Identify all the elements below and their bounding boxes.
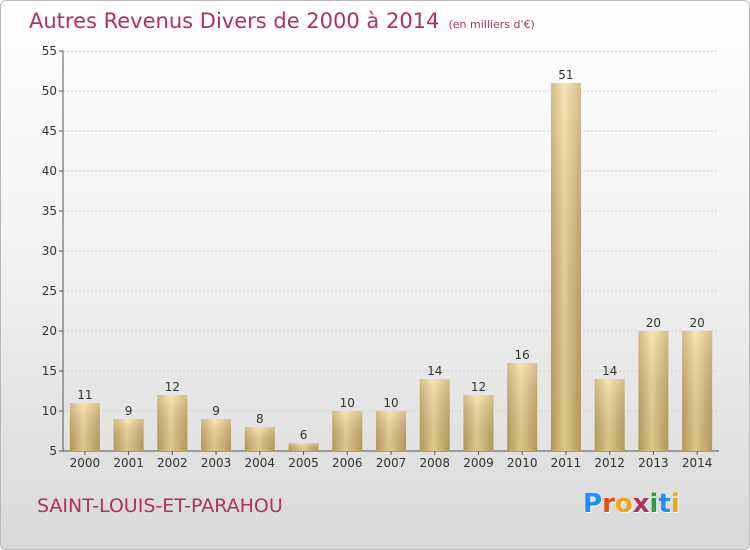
bar-shade xyxy=(157,395,188,451)
data-label: 14 xyxy=(427,364,442,378)
bar-shade xyxy=(376,411,406,451)
bar-shade xyxy=(550,83,581,451)
x-tick-label: 2002 xyxy=(157,456,188,470)
bar-shade xyxy=(201,419,232,451)
logo-letter: r xyxy=(602,489,615,519)
y-tick-label: 15 xyxy=(42,364,57,378)
data-label: 11 xyxy=(77,388,92,402)
data-label: 14 xyxy=(602,364,617,378)
logo-letter: i xyxy=(649,489,659,519)
x-tick-label: 2012 xyxy=(594,456,625,470)
bar-shade xyxy=(594,379,625,451)
y-tick-label: 35 xyxy=(42,204,57,218)
data-label: 20 xyxy=(689,316,704,330)
data-label: 12 xyxy=(165,380,180,394)
bar-shade xyxy=(463,395,494,451)
x-tick-label: 2009 xyxy=(463,456,494,470)
data-label: 16 xyxy=(515,348,530,362)
y-tick-label: 30 xyxy=(42,244,57,258)
logo-letter: P xyxy=(583,489,603,519)
data-label: 6 xyxy=(300,428,308,442)
y-tick-label: 25 xyxy=(42,284,57,298)
y-tick-label: 45 xyxy=(42,124,57,138)
bar-shade xyxy=(69,403,100,451)
x-tick-label: 2007 xyxy=(376,456,407,470)
data-label: 8 xyxy=(256,412,264,426)
chart-title-block: Autres Revenus Divers de 2000 à 2014 (en… xyxy=(29,9,535,33)
data-label: 9 xyxy=(125,404,133,418)
data-label: 12 xyxy=(471,380,486,394)
logo-letter: i xyxy=(670,489,680,519)
bar-shade xyxy=(419,379,450,451)
data-label: 20 xyxy=(646,316,661,330)
x-tick-label: 2006 xyxy=(332,456,363,470)
y-tick-label: 55 xyxy=(42,44,57,58)
data-label: 9 xyxy=(212,404,220,418)
bar-shade xyxy=(507,363,538,451)
y-tick-label: 10 xyxy=(42,404,57,418)
bar-shade xyxy=(113,419,144,451)
x-tick-label: 2010 xyxy=(507,456,538,470)
x-tick-label: 2008 xyxy=(419,456,450,470)
x-tick-label: 2005 xyxy=(288,456,319,470)
data-label: 10 xyxy=(383,396,398,410)
logo-letter: o xyxy=(614,489,633,519)
bar-shade xyxy=(638,331,669,451)
bar-shade xyxy=(288,443,319,451)
logo-letter: t xyxy=(658,489,671,519)
proxiti-logo[interactable]: Proxiti xyxy=(583,489,680,519)
bar-shade xyxy=(682,331,713,451)
data-label: 51 xyxy=(558,68,573,82)
x-tick-label: 2013 xyxy=(638,456,669,470)
x-tick-label: 2001 xyxy=(113,456,144,470)
data-label: 10 xyxy=(340,396,355,410)
y-tick-label: 50 xyxy=(42,84,57,98)
bar-shade xyxy=(332,411,363,451)
x-tick-label: 2003 xyxy=(201,456,232,470)
chart-title: Autres Revenus Divers de 2000 à 2014 xyxy=(29,9,440,33)
x-tick-label: 2014 xyxy=(682,456,713,470)
commune-name: SAINT-LOUIS-ET-PARAHOU xyxy=(37,495,283,517)
x-tick-label: 2011 xyxy=(551,456,582,470)
unit-note: (en milliers d'€) xyxy=(448,18,535,31)
x-tick-label: 2000 xyxy=(70,456,101,470)
y-tick-label: 40 xyxy=(42,164,57,178)
bar-shade xyxy=(244,427,275,451)
y-tick-label: 20 xyxy=(42,324,57,338)
x-tick-label: 2004 xyxy=(245,456,276,470)
y-tick-label: 5 xyxy=(49,444,57,458)
logo-letter: x xyxy=(632,489,650,519)
